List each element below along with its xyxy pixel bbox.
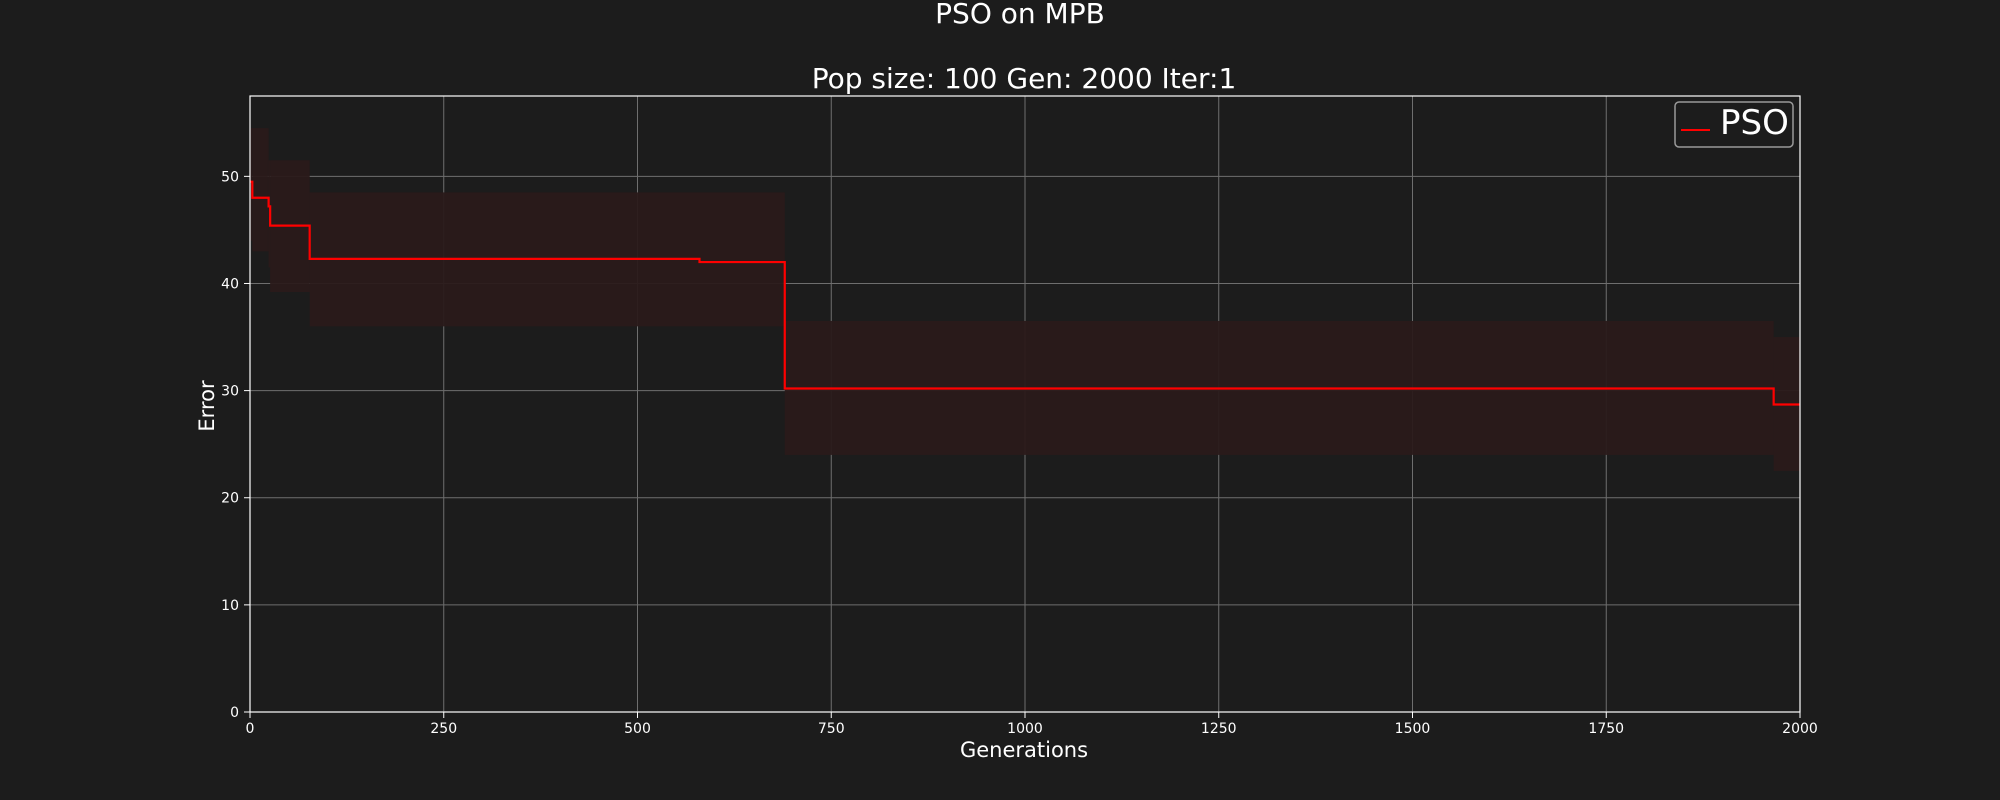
x-tick-label: 500: [624, 721, 651, 737]
legend-box: [1674, 101, 1794, 148]
x-tick-label: 750: [818, 721, 845, 737]
y-tick-label: 30: [221, 384, 239, 400]
chart-subtitle: Pop size: 100 Gen: 2000 Iter:1: [812, 62, 1237, 95]
x-tick-label: 250: [430, 721, 457, 737]
legend-label-pso: PSO: [1720, 103, 1789, 143]
x-axis-label: Generations: [960, 738, 1088, 762]
x-tick-label: 0: [246, 721, 255, 737]
x-ticks: 0 250 500 750 1000 1250 1500 1750 2000: [246, 712, 1818, 737]
y-tick-label: 50: [221, 169, 239, 185]
y-tick-label: 40: [221, 276, 239, 292]
error-band-segment: [699, 192, 785, 327]
x-tick-label: 1250: [1201, 721, 1237, 737]
y-axis-label: Error: [195, 380, 219, 432]
chart-title: PSO on MPB: [935, 0, 1105, 30]
y-tick-label: 20: [221, 491, 239, 507]
y-tick-label: 10: [221, 598, 239, 614]
error-band-segment: [252, 128, 268, 252]
legend[interactable]: PSO: [1674, 101, 1794, 148]
y-tick-label: 0: [230, 705, 239, 721]
error-band-segment: [267, 128, 269, 252]
x-tick-label: 1750: [1588, 721, 1624, 737]
x-tick-label: 2000: [1782, 721, 1818, 737]
x-tick-label: 1000: [1007, 721, 1043, 737]
series-line-pso: [250, 180, 1800, 406]
series-lines: [250, 180, 1800, 406]
error-band-segment: [250, 128, 253, 241]
x-tick-label: 1500: [1395, 721, 1431, 737]
y-ticks: 0 10 20 30 40 50: [221, 169, 250, 721]
